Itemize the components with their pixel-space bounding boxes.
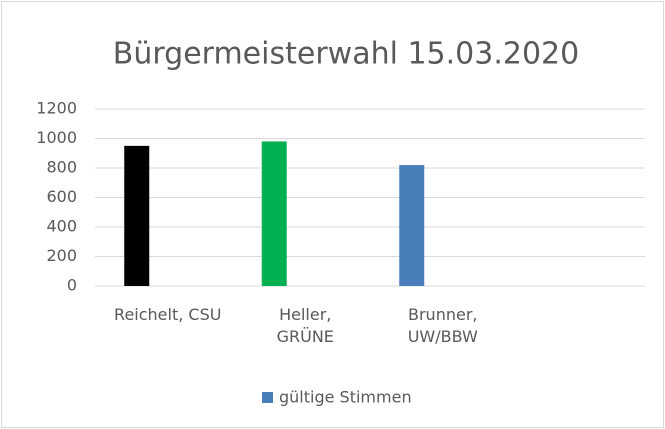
- x-tick-label: Reichelt, CSU: [114, 305, 222, 324]
- x-tick-label: Brunner, UW/BBW: [407, 305, 478, 346]
- y-tick-label: 1200: [36, 99, 77, 118]
- legend-label: gültige Stimmen: [279, 388, 412, 407]
- bar: [399, 165, 425, 286]
- bar: [124, 145, 150, 286]
- y-tick-label: 600: [46, 187, 77, 206]
- bar: [261, 141, 287, 286]
- legend-swatch: [262, 392, 273, 403]
- x-tick-label: Heller, GRÜNE: [276, 305, 334, 346]
- y-tick-label: 0: [67, 276, 77, 295]
- y-tick-label: 1000: [36, 128, 77, 147]
- y-tick-label: 200: [46, 246, 77, 265]
- y-tick-label: 400: [46, 217, 77, 236]
- y-tick-label: 800: [46, 158, 77, 177]
- chart-title: Bürgermeisterwahl 15.03.2020: [113, 37, 579, 72]
